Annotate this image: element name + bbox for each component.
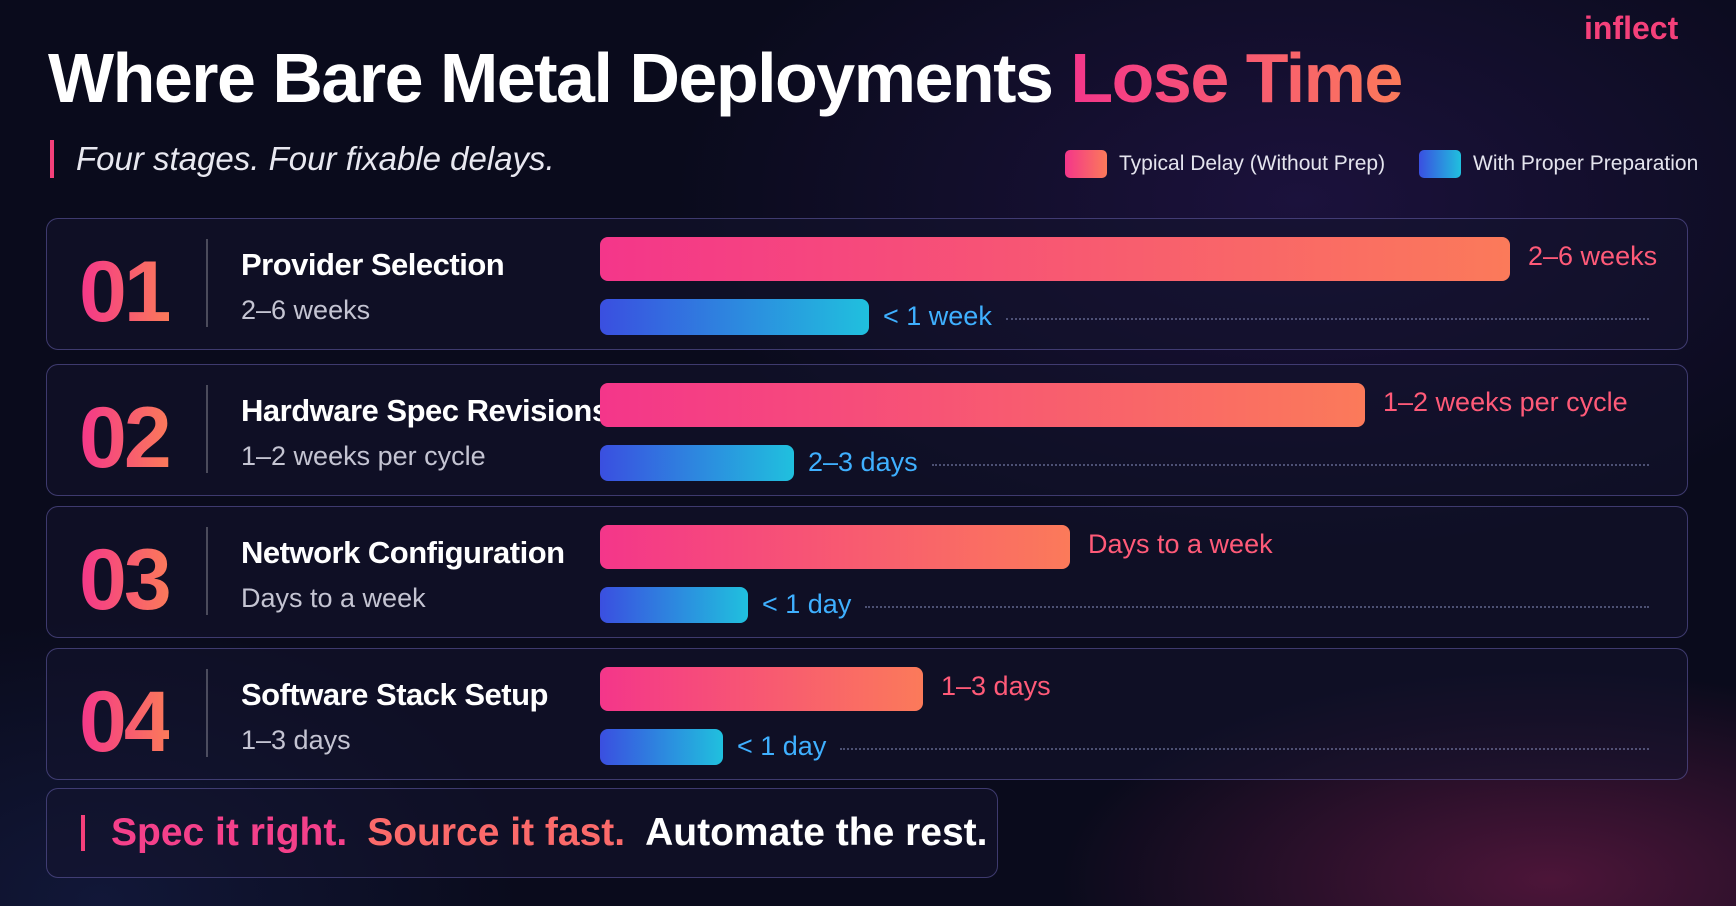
tagline: Spec it right. Source it fast. Automate th… — [46, 788, 998, 878]
accent — [81, 815, 85, 851]
stage-name: Network Configuration — [241, 535, 565, 570]
logo: inflect — [1584, 10, 1679, 46]
stage-detail: 1–2 weeks per cycle — [241, 441, 486, 471]
dotted-guide — [840, 748, 1649, 750]
prepared-label: < 1 day — [737, 731, 827, 761]
legend-label: Typical Delay (Without Prep) — [1119, 152, 1386, 175]
subtitle: Four stages. Four fixable delays. — [50, 140, 555, 178]
typical-label: 1–3 days — [941, 671, 1051, 701]
stage-name: Provider Selection — [241, 247, 505, 282]
stage-detail: 1–3 days — [241, 725, 351, 755]
typical-label: 2–6 weeks — [1528, 241, 1658, 271]
stage-name: Hardware Spec Revisions — [241, 393, 609, 428]
divider — [206, 239, 208, 327]
dotted-guide — [932, 464, 1649, 466]
prepared-bar — [600, 299, 869, 335]
typical-label: 1–2 weeks per cycle — [1383, 387, 1628, 417]
prepared-bar — [600, 445, 794, 481]
title-highlight: Lose Time — [1070, 39, 1403, 117]
stage-number: 02 — [79, 390, 172, 486]
typical-bar — [600, 383, 1365, 427]
stage-detail: 2–6 weeks — [241, 295, 371, 325]
prepared-bar — [600, 587, 748, 623]
divider — [206, 527, 208, 615]
stage-detail: Days to a week — [241, 583, 426, 613]
stage-row: 01 Provider Selection 2–6 weeks 2–6 weeks < … — [46, 218, 1688, 350]
dotted-guide — [865, 606, 1649, 608]
prepared-bar — [600, 729, 723, 765]
prepared-label: < 1 week — [883, 301, 992, 331]
legend-prepared: With Proper Preparation — [1419, 150, 1698, 178]
typical-bar — [600, 525, 1070, 569]
title: Where Bare Metal Deployments Lose Time — [48, 38, 1403, 118]
prepared-label: 2–3 days — [808, 447, 918, 477]
stage-number: 03 — [79, 532, 172, 628]
legend-swatch — [1065, 150, 1107, 178]
typical-bar — [600, 667, 923, 711]
stage-row: 04 Software Stack Setup 1–3 days 1–3 days < … — [46, 648, 1688, 780]
title-main: Where Bare Metal Deployments — [48, 39, 1054, 117]
tagline-part: Spec it right. — [111, 811, 348, 854]
legend-label: With Proper Preparation — [1473, 152, 1699, 175]
prepared-label: < 1 day — [762, 589, 852, 619]
tagline-part: Automate the rest. — [645, 811, 988, 854]
typical-label: Days to a week — [1088, 529, 1273, 559]
stage-number: 01 — [79, 244, 172, 340]
typical-bar — [600, 237, 1510, 281]
legend-swatch — [1419, 150, 1461, 178]
divider — [206, 669, 208, 757]
stage-number: 04 — [79, 674, 172, 770]
stage-row: 03 Network Configuration Days to a week Day… — [46, 506, 1688, 638]
legend-typical: Typical Delay (Without Prep) — [1065, 150, 1385, 178]
divider — [206, 385, 208, 473]
stage-row: 02 Hardware Spec Revisions 1–2 weeks per c… — [46, 364, 1688, 496]
stage-name: Software Stack Setup — [241, 677, 548, 712]
tagline-part: Source it fast. — [367, 811, 626, 854]
dotted-guide — [1006, 318, 1649, 320]
